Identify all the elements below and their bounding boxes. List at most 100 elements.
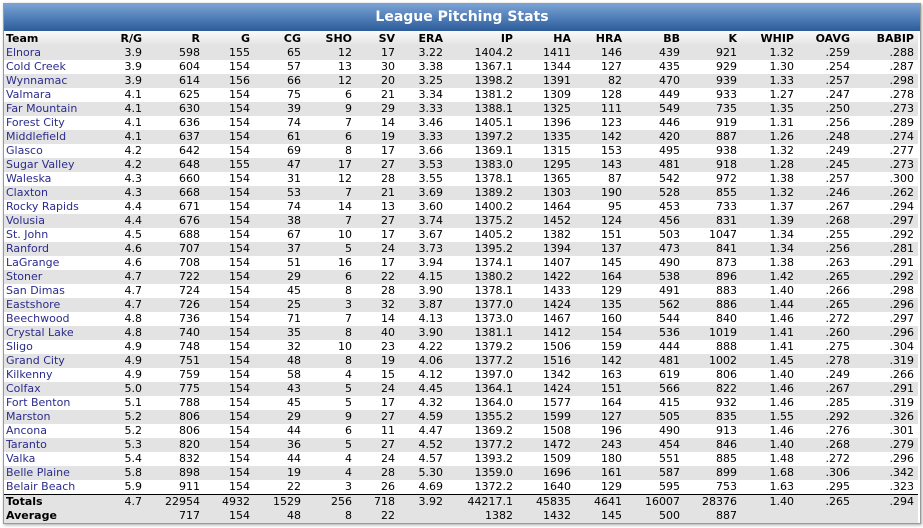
table-row: Valmara 4.1 625 154 75 6 21 3.34 1381.2 1309 128 44…	[4, 88, 918, 102]
team-link[interactable]: Ranford	[4, 242, 101, 256]
cell-g: 154	[200, 242, 250, 256]
column-header-k[interactable]: K	[680, 31, 737, 46]
team-link[interactable]: Eastshore	[4, 298, 101, 312]
team-link[interactable]: Glasco	[6, 144, 43, 157]
column-header-cg[interactable]: CG	[250, 31, 301, 46]
cell-hra: 159	[601, 340, 622, 353]
team-link[interactable]: Far Mountain	[4, 102, 101, 116]
column-header-r[interactable]: R	[142, 31, 200, 46]
table-row: LaGrange 4.6 708 154 51 16 17 3.94 1374.1 1407 145…	[4, 256, 918, 270]
team-link[interactable]: Cold Creek	[6, 60, 66, 73]
team-link[interactable]: Colfax	[4, 382, 101, 396]
cell-sv: 29	[352, 102, 395, 116]
cell-oavg: .295	[825, 480, 851, 493]
team-link[interactable]: Marston	[4, 410, 101, 424]
cell-whip: 1.35	[737, 102, 794, 116]
team-link[interactable]: Volusia	[4, 214, 101, 228]
cell-k: 835	[680, 410, 737, 424]
table-row: Rocky Rapids 4.4 671 154 74 14 13 3.60 1400.2 146…	[4, 200, 918, 214]
column-header-hra[interactable]: HRA	[571, 31, 622, 46]
cell-r-g: 3.9	[101, 46, 142, 60]
cell-r: 625	[179, 88, 200, 101]
cell-cg: 61	[250, 130, 301, 144]
cell-babip: .291	[850, 382, 918, 396]
team-link[interactable]: Beechwood	[6, 312, 70, 325]
cell-hra: 142	[571, 130, 622, 144]
cell-era: 3.33	[395, 102, 443, 116]
cell-cg: 36	[250, 438, 301, 452]
cell-k: 929	[716, 60, 737, 73]
cell-ip: 1378.1	[474, 284, 514, 297]
column-header-era[interactable]: ERA	[395, 31, 443, 46]
cell-r-g: 3.9	[101, 74, 142, 88]
column-header-ip[interactable]: IP	[443, 31, 513, 46]
cell-k: 822	[680, 382, 737, 396]
team-link[interactable]: LaGrange	[6, 256, 60, 269]
column-header-team[interactable]: Team	[4, 31, 101, 46]
cell-r: 736	[179, 312, 200, 325]
team-link[interactable]: Grand City	[4, 354, 101, 368]
team-link[interactable]: Claxton	[4, 186, 101, 200]
cell-cg: 22	[287, 480, 301, 493]
column-header-whip[interactable]: WHIP	[737, 31, 794, 46]
cell-cg: 38	[250, 214, 301, 228]
cell-bb: 587	[622, 466, 680, 480]
cell-hra: 95	[608, 200, 622, 213]
team-link[interactable]: Middlefield	[4, 130, 101, 144]
table-row: Belle Plaine 5.8 898 154 19 4 28 5.30 1359.0 1696…	[4, 466, 918, 480]
cell-bb: 454	[622, 438, 680, 452]
table-row: Volusia 4.4 676 154 38 7 27 3.74 1375.2 1452 124 45…	[4, 214, 918, 228]
cell-bb: 453	[659, 200, 680, 213]
team-link[interactable]: Elnora	[4, 46, 101, 60]
cell-ha: 1509	[543, 452, 571, 465]
cell-cg: 51	[287, 256, 301, 269]
team-link[interactable]: Sligo	[6, 340, 33, 353]
cell-cg: 74	[287, 116, 301, 129]
team-link[interactable]: Fort Benton	[6, 396, 71, 409]
team-link[interactable]: Valka	[6, 452, 36, 465]
column-header-sv[interactable]: SV	[352, 31, 395, 46]
cell-hra: 153	[601, 144, 622, 157]
cell-g: 154	[229, 312, 250, 325]
cell-era: 4.13	[418, 312, 444, 325]
column-header-g[interactable]: G	[200, 31, 250, 46]
team-link[interactable]: San Dimas	[6, 284, 65, 297]
cell-oavg: .268	[794, 438, 850, 452]
team-link[interactable]: St. John	[6, 228, 49, 241]
cell-ha: 1696	[513, 466, 571, 480]
cell-sv: 28	[352, 466, 395, 480]
cell-babip: .281	[850, 242, 918, 256]
cell-sho: 6	[301, 130, 352, 144]
column-header-sho[interactable]: SHO	[301, 31, 352, 46]
column-header-r-g[interactable]: R/G	[101, 31, 142, 46]
team-link[interactable]: Belle Plaine	[4, 466, 101, 480]
cell-babip: .292	[850, 270, 918, 284]
cell-whip: 1.41	[737, 326, 794, 340]
team-link[interactable]: Waleska	[6, 172, 52, 185]
cell-sv: 15	[381, 368, 395, 381]
cell-sho: 4	[301, 466, 352, 480]
team-link[interactable]: Ancona	[6, 424, 47, 437]
column-header-bb[interactable]: BB	[622, 31, 680, 46]
team-link[interactable]: Rocky Rapids	[6, 200, 79, 213]
cell-k: 883	[716, 284, 737, 297]
team-link[interactable]: Kilkenny	[6, 368, 53, 381]
team-link[interactable]: Taranto	[4, 438, 101, 452]
cell-oavg: .265	[794, 298, 850, 312]
team-link[interactable]: Crystal Lake	[4, 326, 101, 340]
team-link[interactable]: Wynnamac	[4, 74, 101, 88]
cell-ha: 1325	[513, 102, 571, 116]
team-link[interactable]: Belair Beach	[6, 480, 76, 493]
cell-bb: 470	[622, 74, 680, 88]
column-header-oavg[interactable]: OAVG	[794, 31, 850, 46]
cell-bb: 503	[659, 228, 680, 241]
team-link[interactable]: Forest City	[6, 116, 65, 129]
team-link[interactable]: Valmara	[6, 88, 52, 101]
team-link[interactable]: Stoner	[4, 270, 101, 284]
cell-ha: 1394	[513, 242, 571, 256]
column-header-babip[interactable]: BABIP	[850, 31, 918, 46]
column-header-ha[interactable]: HA	[513, 31, 571, 46]
team-link[interactable]: Sugar Valley	[4, 158, 101, 172]
cell-hra: 154	[571, 326, 622, 340]
cell-oavg: .306	[794, 466, 850, 480]
